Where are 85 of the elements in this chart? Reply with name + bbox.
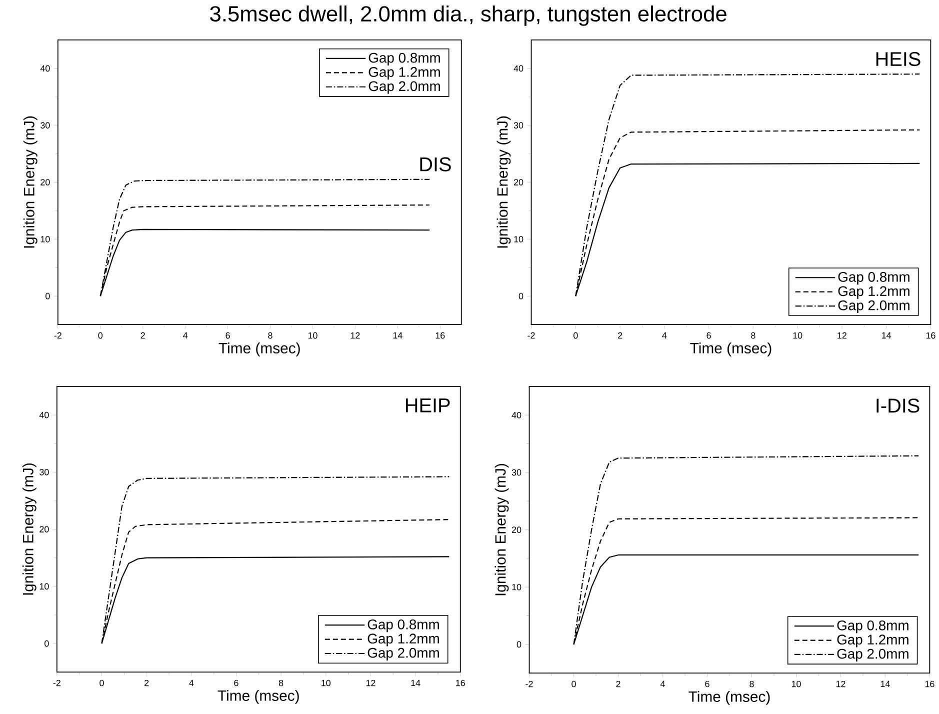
y-tick-label: 30 [514, 122, 524, 128]
x-tick-label: -2 [54, 332, 62, 339]
x-tick-label: 12 [350, 332, 360, 339]
y-tick-label: 0 [516, 641, 522, 648]
x-tick-label: 4 [662, 332, 667, 338]
x-tick-label: 10 [792, 680, 801, 688]
y-tick-label: 20 [40, 526, 49, 532]
x-tick-label: 4 [189, 680, 194, 686]
x-tick-label: 12 [838, 332, 846, 339]
legend-label: Gap 2.0mm [837, 648, 908, 662]
x-axis-title: Time (msec) [218, 342, 300, 356]
x-tick-label: 14 [393, 332, 402, 338]
y-tick-label: 20 [514, 179, 524, 186]
x-axis-title: Time (msec) [218, 690, 299, 704]
x-tick-label: 2 [144, 680, 149, 686]
x-tick-label: 2 [616, 680, 620, 688]
legend-label: Gap 1.2mm [368, 67, 440, 80]
y-axis-title: Ignition Energy (mJ) [23, 116, 38, 248]
x-tick-label: 6 [226, 332, 230, 339]
y-axis-title: Ignition Energy (mJ) [494, 464, 509, 596]
y-tick-label: 0 [46, 292, 50, 300]
y-axis-title: Ignition Energy (mJ) [22, 463, 36, 595]
legend-label: Gap 2.0mm [368, 648, 439, 661]
y-tick-label: 0 [44, 640, 49, 647]
y-tick-label: 10 [514, 236, 524, 242]
x-tick-label: 8 [751, 332, 756, 339]
y-tick-label: 20 [40, 179, 50, 186]
x-tick-label: 10 [322, 680, 331, 686]
x-tick-label: -2 [53, 680, 60, 686]
y-tick-label: 30 [40, 468, 49, 476]
x-tick-label: 0 [574, 332, 578, 339]
x-tick-label: 4 [183, 332, 188, 338]
y-tick-label: 0 [518, 292, 524, 300]
x-tick-label: 0 [98, 332, 103, 339]
legend-label: Gap 1.2mm [368, 634, 439, 646]
x-tick-label: 10 [793, 332, 802, 339]
y-tick-label: 40 [512, 412, 522, 418]
y-tick-label: 40 [514, 65, 524, 72]
x-tick-label: 8 [268, 332, 272, 339]
legend-label: Gap 0.8mm [368, 52, 440, 66]
x-tick-label: 8 [750, 680, 754, 688]
x-tick-label: 0 [572, 680, 576, 688]
y-tick-label: 20 [512, 526, 522, 533]
annotation: HEIP [406, 398, 450, 412]
legend-label: Gap 0.8mm [368, 619, 439, 632]
x-tick-label: -2 [528, 332, 535, 339]
x-axis-title: Time (msec) [690, 342, 772, 356]
annotation: I-DIS [876, 398, 920, 413]
x-tick-label: 14 [411, 680, 420, 686]
x-axis-title: Time (msec) [688, 690, 770, 705]
x-tick-label: 16 [436, 332, 445, 339]
legend-label: Gap 0.8mm [837, 620, 908, 634]
x-tick-label: 16 [456, 680, 465, 686]
x-tick-label: 12 [366, 680, 376, 686]
x-tick-label: 14 [882, 332, 892, 338]
y-tick-label: 30 [40, 122, 50, 128]
y-tick-label: 30 [512, 469, 522, 476]
annotation: DIS [420, 157, 451, 172]
legend-label: Gap 1.2mm [837, 634, 908, 648]
legend-label: Gap 1.2mm [838, 286, 910, 299]
x-tick-label: 12 [836, 680, 846, 688]
x-tick-label: 2 [140, 332, 145, 339]
x-tick-label: 6 [705, 680, 710, 688]
x-tick-label: 8 [278, 680, 284, 686]
legend-label: Gap 2.0mm [368, 81, 440, 94]
y-tick-label: 40 [39, 412, 49, 418]
y-tick-label: 10 [40, 236, 50, 242]
y-tick-label: 10 [512, 584, 522, 590]
y-axis-title: Ignition Energy (mJ) [496, 116, 511, 248]
x-tick-label: 14 [880, 680, 890, 687]
x-tick-label: 16 [926, 332, 936, 339]
chart-title: 3.5msec dwell, 2.0mm dia., sharp, tungsten electrode [210, 5, 726, 26]
x-tick-label: 16 [925, 680, 934, 688]
x-tick-label: 6 [234, 680, 238, 686]
x-tick-label: -2 [526, 680, 533, 688]
x-tick-label: 6 [706, 332, 711, 339]
y-tick-label: 10 [40, 583, 49, 590]
y-tick-label: 40 [40, 65, 50, 72]
x-tick-label: 10 [308, 332, 318, 339]
annotation: HEIS [876, 52, 920, 66]
legend-label: Gap 2.0mm [838, 300, 910, 314]
x-tick-label: 2 [618, 332, 622, 339]
x-tick-label: 0 [100, 680, 104, 686]
legend-label: Gap 0.8mm [838, 272, 910, 285]
x-tick-label: 4 [660, 680, 665, 687]
